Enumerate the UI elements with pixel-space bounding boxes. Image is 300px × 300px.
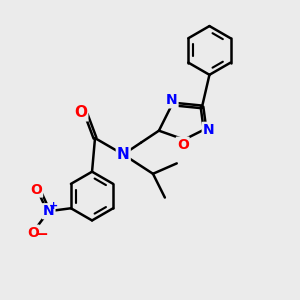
Text: O: O <box>30 182 42 197</box>
Text: N: N <box>203 123 214 137</box>
Text: N: N <box>117 147 130 162</box>
Text: O: O <box>177 138 189 152</box>
Text: +: + <box>49 201 58 211</box>
Text: O: O <box>74 105 87 120</box>
Text: −: − <box>35 227 48 242</box>
Text: O: O <box>27 226 39 240</box>
Text: N: N <box>43 204 55 218</box>
Text: N: N <box>166 93 178 107</box>
